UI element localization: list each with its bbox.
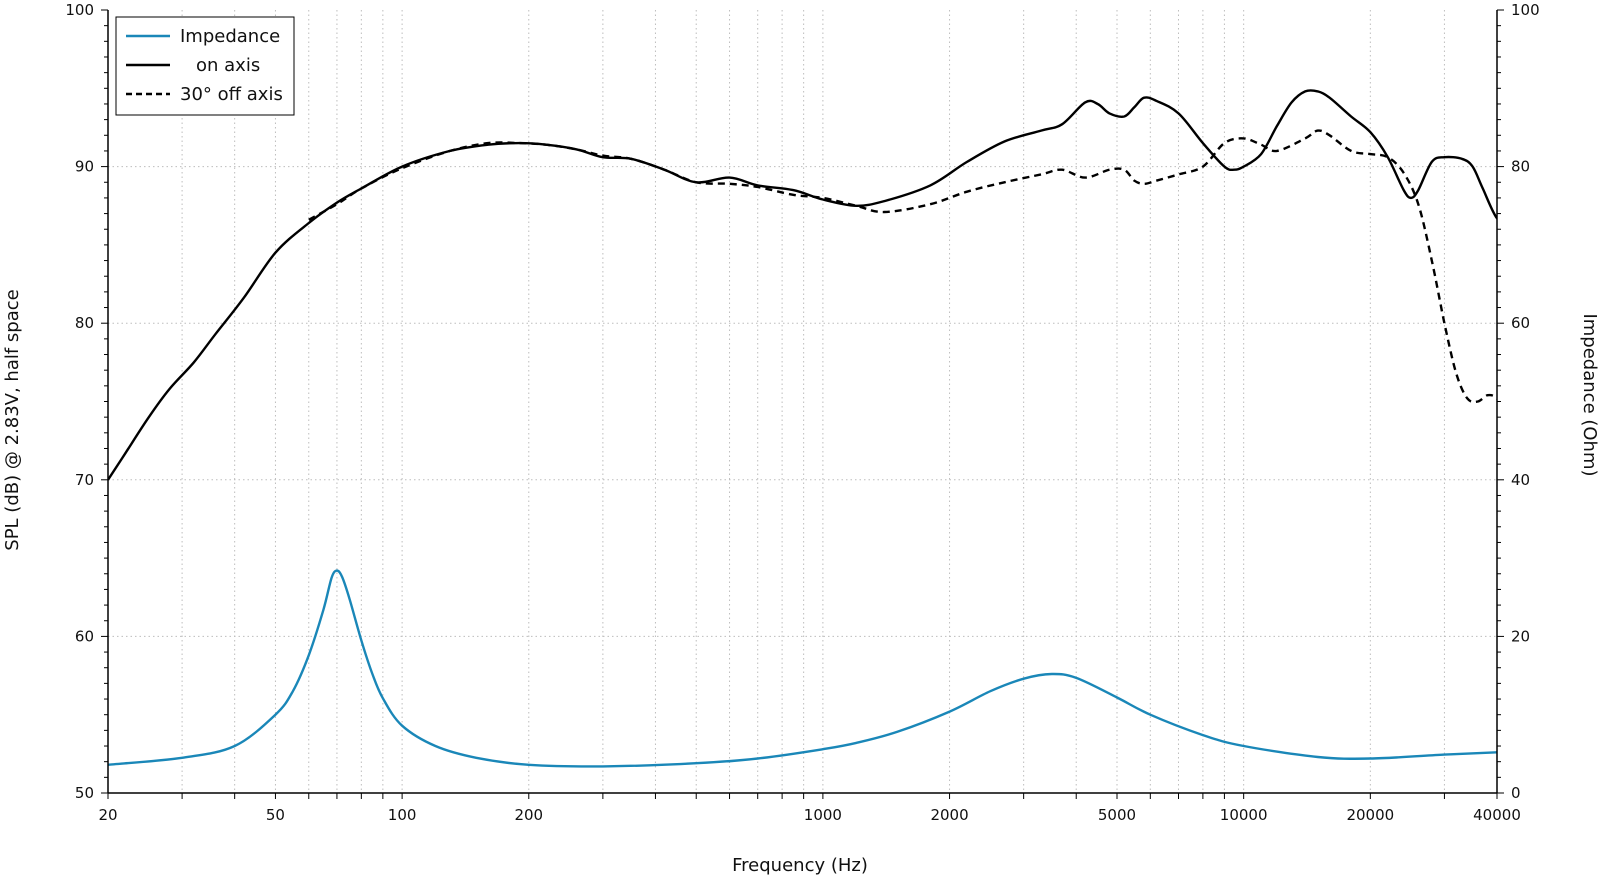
y-right-tick-label: 20 xyxy=(1511,627,1530,645)
x-tick-label: 20 xyxy=(98,806,117,824)
legend-label-impedance: Impedance xyxy=(180,26,280,47)
y-left-tick-label: 50 xyxy=(75,784,94,802)
x-tick-label: 200 xyxy=(514,806,543,824)
y-axis-right-title: Impedance (Ohm) xyxy=(1579,313,1600,476)
x-tick-label: 2000 xyxy=(930,806,968,824)
series-layer xyxy=(108,89,1497,768)
y-right-tick-label: 80 xyxy=(1511,158,1530,176)
x-tick-label: 20000 xyxy=(1346,806,1394,824)
impedance-line xyxy=(108,569,1497,768)
off-axis-30-line xyxy=(308,129,1497,404)
grid xyxy=(107,10,1498,793)
x-tick-label: 50 xyxy=(266,806,285,824)
x-tick-label: 1000 xyxy=(804,806,842,824)
y-left-tick-label: 60 xyxy=(75,627,94,645)
y-left-tick-label: 80 xyxy=(75,314,94,332)
legend-label-off-axis: 30° off axis xyxy=(180,84,283,105)
x-tick-label: 10000 xyxy=(1220,806,1268,824)
legend: Impedance on axis 30° off axis xyxy=(115,16,295,116)
axes xyxy=(101,9,1504,799)
x-axis-title: Frequency (Hz) xyxy=(732,855,868,876)
y-left-tick-label: 100 xyxy=(65,1,94,19)
y-right-tick-label: 0 xyxy=(1511,784,1521,802)
y-right-tick-label: 40 xyxy=(1511,471,1530,489)
x-tick-label: 5000 xyxy=(1098,806,1136,824)
y-left-tick-label: 90 xyxy=(75,158,94,176)
y-axis-left-title: SPL (dB) @ 2.83V, half space xyxy=(2,289,23,550)
y-left-tick-label: 70 xyxy=(75,471,94,489)
y-right-tick-label: 100 xyxy=(1511,1,1540,19)
x-tick-label: 100 xyxy=(388,806,417,824)
legend-label-on-axis: on axis xyxy=(196,55,260,76)
on-axis-line xyxy=(108,89,1497,481)
x-tick-label: 40000 xyxy=(1473,806,1521,824)
tick-labels: 20 50 100 200 1000 2000 5000 10000 20000 40000506… xyxy=(65,1,1539,824)
y-right-tick-label: 60 xyxy=(1511,314,1530,332)
